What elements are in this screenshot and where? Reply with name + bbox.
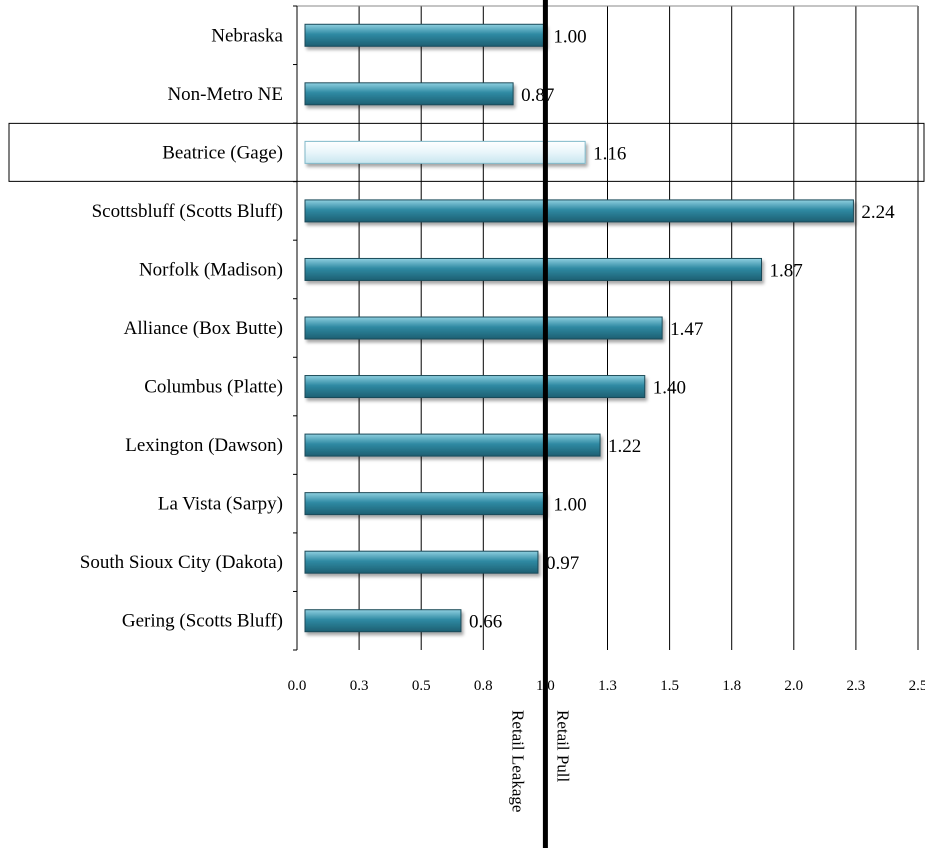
category-label: Columbus (Platte) — [144, 377, 283, 398]
value-label: 0.87 — [521, 85, 554, 106]
bar — [304, 82, 514, 106]
bar — [304, 375, 646, 399]
x-tick-label: 1.3 — [598, 678, 617, 694]
value-label: 2.24 — [861, 202, 895, 223]
category-label: South Sioux City (Dakota) — [80, 552, 283, 573]
category-label: Nebraska — [211, 25, 283, 46]
value-label: 1.00 — [553, 495, 586, 516]
bar — [304, 199, 854, 223]
x-tick-label: 0.3 — [350, 678, 369, 694]
value-label: 1.87 — [770, 260, 803, 281]
category-label: Norfolk (Madison) — [139, 259, 283, 280]
category-label: Beatrice (Gage) — [162, 142, 283, 163]
category-label: Alliance (Box Butte) — [124, 318, 283, 339]
x-tick-label: 2.5 — [909, 678, 925, 694]
category-label: La Vista (Sarpy) — [158, 494, 283, 515]
value-label: 1.47 — [670, 319, 703, 340]
category-label: Lexington (Dawson) — [125, 435, 283, 456]
x-tick-label: 0.8 — [474, 678, 493, 694]
value-label: 1.00 — [553, 26, 586, 47]
bar — [304, 492, 546, 516]
x-tick-label: 1.5 — [660, 678, 679, 694]
bar — [304, 257, 763, 281]
retail-pull-label: Retail Pull — [553, 710, 572, 783]
value-label: 0.66 — [469, 612, 502, 633]
x-tick-label: 2.0 — [784, 678, 803, 694]
x-tick-label: 0.0 — [288, 678, 307, 694]
bar — [304, 23, 546, 47]
category-label: Gering (Scotts Bluff) — [122, 611, 283, 632]
value-label: 1.40 — [653, 378, 686, 399]
labels: Nebraska 1.00 Non-Metro NE 0.87 Beatrice (Ga… — [80, 25, 895, 632]
bar — [304, 433, 601, 457]
retail-leakage-label: Retail Leakage — [508, 710, 527, 812]
category-label: Scottsbluff (Scotts Bluff) — [92, 201, 283, 222]
category-label: Non-Metro NE — [167, 84, 283, 105]
x-tick-label: 1.8 — [722, 678, 741, 694]
bar — [304, 550, 539, 574]
bars — [304, 23, 854, 633]
bar — [304, 140, 586, 164]
x-tick-label: 0.5 — [412, 678, 431, 694]
bar — [304, 609, 462, 633]
x-axis-ticks: 0.00.30.50.81.01.31.51.82.02.32.5 — [288, 678, 925, 694]
value-label: 1.22 — [608, 436, 641, 457]
bar — [304, 316, 663, 340]
x-tick-label: 2.3 — [847, 678, 866, 694]
reference-layer: Retail Leakage Retail Pull — [508, 0, 572, 848]
value-label: 1.16 — [593, 143, 626, 164]
value-label: 0.97 — [546, 553, 579, 574]
